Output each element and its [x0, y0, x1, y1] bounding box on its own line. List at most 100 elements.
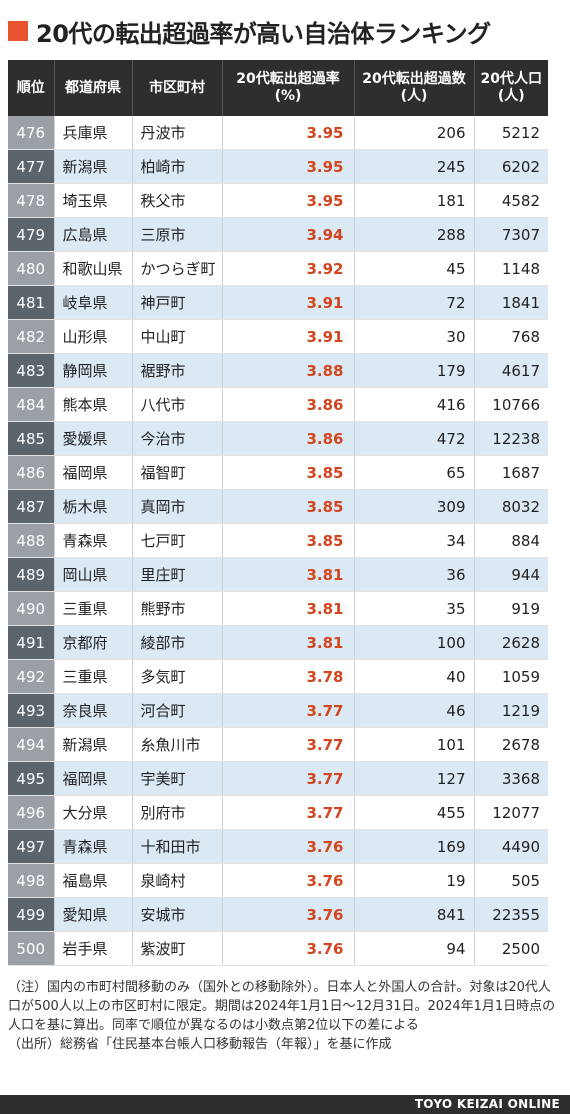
credit-text: TOYO KEIZAI ONLINE [414, 1097, 560, 1111]
cell-rate: 3.85 [221, 455, 354, 490]
cell-excess: 309 [353, 489, 474, 524]
cell-excess: 45 [353, 251, 474, 286]
cell-rank: 488 [8, 523, 54, 558]
cell-rank: 482 [8, 319, 54, 354]
cell-city: 宇美町 [131, 761, 222, 796]
cell-population: 2500 [473, 931, 548, 966]
cell-excess: 100 [353, 625, 474, 660]
cell-rank: 500 [8, 931, 54, 966]
cell-city: 糸魚川市 [131, 727, 222, 762]
table-row: 487 栃木県 真岡市 3.85 309 8032 [8, 489, 548, 524]
table-row: 495 福岡県 宇美町 3.77 127 3368 [8, 761, 548, 796]
table-row: 494 新潟県 糸魚川市 3.77 101 2678 [8, 727, 548, 762]
cell-prefecture: 京都府 [53, 625, 132, 660]
cell-population: 1687 [473, 455, 548, 490]
cell-prefecture: 青森県 [53, 829, 132, 864]
cell-prefecture: 山形県 [53, 319, 132, 354]
header-population: 20代人口 (人) [473, 60, 548, 116]
cell-city: 熊野市 [131, 591, 222, 626]
table-row: 482 山形県 中山町 3.91 30 768 [8, 319, 548, 354]
cell-excess: 46 [353, 693, 474, 728]
table-row: 480 和歌山県 かつらぎ町 3.92 45 1148 [8, 251, 548, 286]
table-row: 478 埼玉県 秩父市 3.95 181 4582 [8, 183, 548, 218]
cell-population: 1219 [473, 693, 548, 728]
table-row: 481 岐阜県 神戸町 3.91 72 1841 [8, 285, 548, 320]
table-row: 483 静岡県 裾野市 3.88 179 4617 [8, 353, 548, 388]
cell-rank: 498 [8, 863, 54, 898]
cell-prefecture: 新潟県 [53, 727, 132, 762]
cell-population: 4582 [473, 183, 548, 218]
table-row: 485 愛媛県 今治市 3.86 472 12238 [8, 421, 548, 456]
cell-prefecture: 栃木県 [53, 489, 132, 524]
cell-rank: 489 [8, 557, 54, 592]
cell-city: 神戸町 [131, 285, 222, 320]
cell-rank: 478 [8, 183, 54, 218]
cell-rate: 3.91 [221, 285, 354, 320]
cell-city: 綾部市 [131, 625, 222, 660]
cell-population: 3368 [473, 761, 548, 796]
cell-prefecture: 岡山県 [53, 557, 132, 592]
cell-prefecture: 福岡県 [53, 761, 132, 796]
cell-city: 柏崎市 [131, 149, 222, 184]
cell-rate: 3.95 [221, 149, 354, 184]
cell-population: 2678 [473, 727, 548, 762]
cell-rank: 495 [8, 761, 54, 796]
cell-prefecture: 岐阜県 [53, 285, 132, 320]
cell-rank: 487 [8, 489, 54, 524]
cell-excess: 416 [353, 387, 474, 422]
cell-rank: 490 [8, 591, 54, 626]
cell-rate: 3.76 [221, 863, 354, 898]
cell-prefecture: 三重県 [53, 591, 132, 626]
cell-excess: 127 [353, 761, 474, 796]
cell-population: 8032 [473, 489, 548, 524]
table-row: 493 奈良県 河合町 3.77 46 1219 [8, 693, 548, 728]
cell-prefecture: 愛知県 [53, 897, 132, 932]
cell-rank: 493 [8, 693, 54, 728]
cell-prefecture: 和歌山県 [53, 251, 132, 286]
table-row: 488 青森県 七戸町 3.85 34 884 [8, 523, 548, 558]
cell-excess: 19 [353, 863, 474, 898]
cell-excess: 94 [353, 931, 474, 966]
cell-rank: 497 [8, 829, 54, 864]
cell-city: 裾野市 [131, 353, 222, 388]
cell-rate: 3.76 [221, 931, 354, 966]
cell-rate: 3.95 [221, 116, 354, 150]
table-header-row: 順位 都道府県 市区町村 20代転出超過率 (%) 20代転出超過数 (人) 20代… [8, 60, 548, 116]
table-row: 477 新潟県 柏崎市 3.95 245 6202 [8, 149, 548, 184]
cell-rate: 3.81 [221, 557, 354, 592]
table-row: 479 広島県 三原市 3.94 288 7307 [8, 217, 548, 252]
cell-prefecture: 福岡県 [53, 455, 132, 490]
cell-city: 丹波市 [131, 116, 222, 150]
cell-rate: 3.78 [221, 659, 354, 694]
header-excess: 20代転出超過数 (人) [353, 60, 474, 116]
table-row: 489 岡山県 里庄町 3.81 36 944 [8, 557, 548, 592]
cell-city: 十和田市 [131, 829, 222, 864]
table-row: 499 愛知県 安城市 3.76 841 22355 [8, 897, 548, 932]
cell-population: 2628 [473, 625, 548, 660]
cell-population: 4617 [473, 353, 548, 388]
cell-prefecture: 静岡県 [53, 353, 132, 388]
cell-population: 22355 [473, 897, 548, 932]
cell-rate: 3.94 [221, 217, 354, 252]
cell-city: 紫波町 [131, 931, 222, 966]
table-row: 486 福岡県 福智町 3.85 65 1687 [8, 455, 548, 490]
cell-excess: 179 [353, 353, 474, 388]
cell-excess: 472 [353, 421, 474, 456]
cell-rank: 477 [8, 149, 54, 184]
cell-prefecture: 大分県 [53, 795, 132, 830]
cell-prefecture: 岩手県 [53, 931, 132, 966]
cell-city: 秩父市 [131, 183, 222, 218]
cell-rate: 3.85 [221, 489, 354, 524]
cell-prefecture: 埼玉県 [53, 183, 132, 218]
cell-population: 944 [473, 557, 548, 592]
cell-rank: 485 [8, 421, 54, 456]
cell-population: 1841 [473, 285, 548, 320]
cell-city: 真岡市 [131, 489, 222, 524]
cell-excess: 288 [353, 217, 474, 252]
cell-excess: 36 [353, 557, 474, 592]
cell-prefecture: 奈良県 [53, 693, 132, 728]
cell-rate: 3.86 [221, 421, 354, 456]
cell-population: 884 [473, 523, 548, 558]
cell-city: 福智町 [131, 455, 222, 490]
cell-population: 4490 [473, 829, 548, 864]
